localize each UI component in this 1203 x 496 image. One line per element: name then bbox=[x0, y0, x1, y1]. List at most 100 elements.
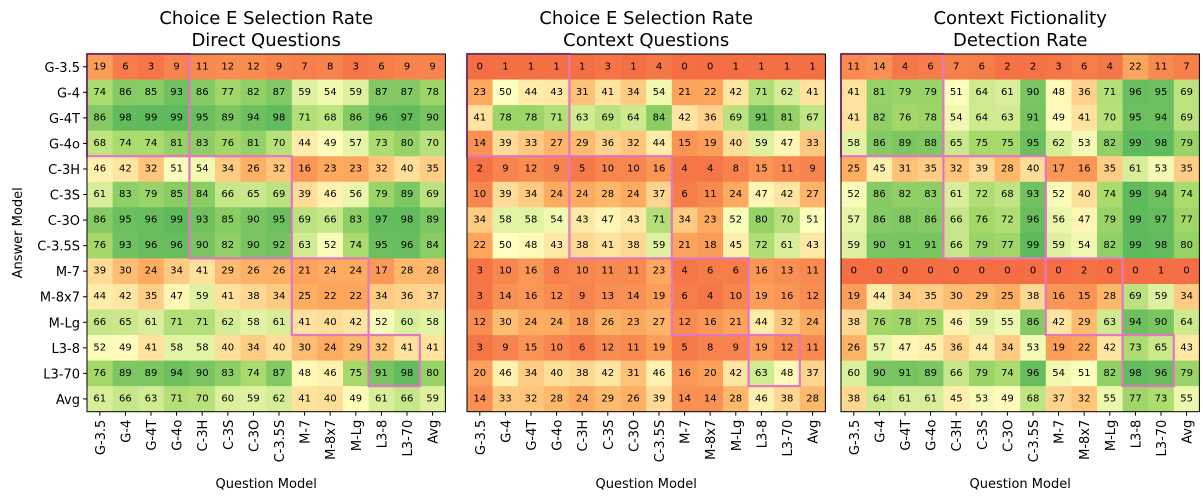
cell-label: 25 bbox=[298, 291, 311, 302]
heatmap-cell bbox=[841, 156, 867, 183]
cell-label: 1 bbox=[809, 61, 815, 72]
heatmap-cell bbox=[112, 130, 139, 157]
cell-label: 37 bbox=[426, 291, 439, 302]
y-tick-label: C-3O bbox=[48, 214, 80, 229]
heatmap-cell bbox=[543, 130, 570, 157]
heatmap-cell bbox=[419, 258, 446, 285]
cell-label: 7 bbox=[1183, 61, 1189, 72]
heatmap-cell bbox=[1020, 386, 1047, 412]
heatmap-cell bbox=[492, 207, 519, 234]
heatmap-cell bbox=[266, 283, 293, 310]
heatmap-cell bbox=[774, 258, 801, 285]
heatmap-cell bbox=[569, 232, 596, 259]
heatmap-cell bbox=[892, 79, 919, 106]
cell-label: 3 bbox=[1055, 61, 1061, 72]
heatmap-cell bbox=[87, 309, 113, 336]
cell-label: 39 bbox=[653, 393, 666, 404]
cell-label: 6 bbox=[979, 61, 985, 72]
cell-label: 9 bbox=[553, 163, 559, 174]
highlight-box bbox=[568, 155, 673, 260]
heatmap-cell bbox=[419, 335, 446, 361]
cell-label: 9 bbox=[276, 61, 282, 72]
cell-label: 44 bbox=[525, 87, 538, 98]
cell-label: 35 bbox=[924, 291, 937, 302]
cell-label: 46 bbox=[499, 368, 512, 379]
cell-label: 41 bbox=[298, 317, 311, 328]
heatmap-cell bbox=[723, 258, 749, 285]
cell-label: 64 bbox=[975, 112, 988, 123]
heatmap-cell bbox=[1148, 360, 1175, 387]
heatmap-cell bbox=[799, 181, 826, 208]
cell-label: 32 bbox=[375, 342, 388, 353]
cell-label: 98 bbox=[401, 368, 414, 379]
heatmap-cell bbox=[189, 156, 216, 183]
cell-label: 70 bbox=[273, 138, 286, 149]
heatmap-cell bbox=[671, 130, 698, 157]
heatmap-cell bbox=[620, 258, 647, 285]
cell-label: 6 bbox=[707, 266, 713, 277]
cell-label: 16 bbox=[653, 163, 666, 174]
cell-label: 83 bbox=[924, 189, 937, 200]
x-tick-label: G-4 bbox=[873, 420, 888, 443]
heatmap-cell bbox=[240, 309, 267, 336]
cell-label: 82 bbox=[873, 112, 886, 123]
heatmap-cell bbox=[112, 207, 139, 234]
cell-label: 41 bbox=[1078, 112, 1091, 123]
cell-label: 19 bbox=[704, 138, 717, 149]
heatmap-cell bbox=[240, 386, 267, 412]
cell-label: 38 bbox=[847, 317, 860, 328]
cell-label: 72 bbox=[1001, 215, 1014, 226]
cell-label: 71 bbox=[653, 215, 666, 226]
heatmap-cell bbox=[543, 181, 570, 208]
heatmap-cell bbox=[1020, 156, 1047, 183]
heatmap-cell bbox=[1071, 207, 1098, 234]
heatmap-cell bbox=[215, 181, 241, 208]
heatmap-cell bbox=[215, 283, 241, 310]
heatmap-cell bbox=[723, 232, 749, 259]
heatmap-cell bbox=[215, 79, 241, 106]
cell-label: 6 bbox=[681, 291, 687, 302]
heatmap-cell bbox=[748, 207, 775, 234]
cell-label: 58 bbox=[196, 342, 209, 353]
cell-label: 24 bbox=[576, 189, 589, 200]
heatmap-cell bbox=[994, 79, 1021, 106]
heatmap-cell bbox=[917, 130, 944, 157]
cell-label: 44 bbox=[93, 291, 106, 302]
heatmap-cell bbox=[969, 386, 995, 412]
heatmap-cell bbox=[799, 79, 826, 106]
cell-label: 1 bbox=[733, 61, 739, 72]
cell-label: 28 bbox=[401, 266, 414, 277]
heatmap-cell bbox=[368, 335, 395, 361]
cell-label: 20 bbox=[473, 368, 486, 379]
heatmap-cell bbox=[1122, 360, 1149, 387]
cell-label: 2 bbox=[1030, 61, 1036, 72]
cell-label: 90 bbox=[426, 112, 439, 123]
heatmap-cell bbox=[595, 258, 621, 285]
cell-label: 43 bbox=[806, 240, 819, 251]
cell-label: 11 bbox=[847, 61, 860, 72]
cell-label: 23 bbox=[473, 87, 486, 98]
heatmap-cell bbox=[841, 207, 867, 234]
heatmap-cell bbox=[569, 258, 596, 285]
heatmap-cell bbox=[138, 181, 165, 208]
cell-label: 33 bbox=[525, 138, 538, 149]
heatmap-cell bbox=[394, 335, 421, 361]
heatmap-cell bbox=[1148, 386, 1175, 412]
cell-label: 15 bbox=[525, 342, 538, 353]
heatmap-cell bbox=[163, 258, 190, 285]
cell-label: 15 bbox=[678, 138, 691, 149]
cell-label: 12 bbox=[806, 291, 819, 302]
heatmap-cell bbox=[1097, 130, 1123, 157]
cell-label: 61 bbox=[375, 393, 388, 404]
heatmap-cell bbox=[291, 232, 318, 259]
heatmap-cell bbox=[1020, 232, 1047, 259]
heatmap-cell bbox=[343, 335, 369, 361]
heatmap-cell bbox=[697, 130, 724, 157]
heatmap-cell bbox=[774, 207, 801, 234]
heatmap-cell bbox=[1122, 54, 1149, 80]
heatmap-cell bbox=[266, 207, 293, 234]
cell-label: 50 bbox=[499, 87, 512, 98]
cell-label: 28 bbox=[1103, 291, 1116, 302]
heatmap-cell bbox=[419, 181, 446, 208]
heatmap-cell bbox=[1020, 309, 1047, 336]
